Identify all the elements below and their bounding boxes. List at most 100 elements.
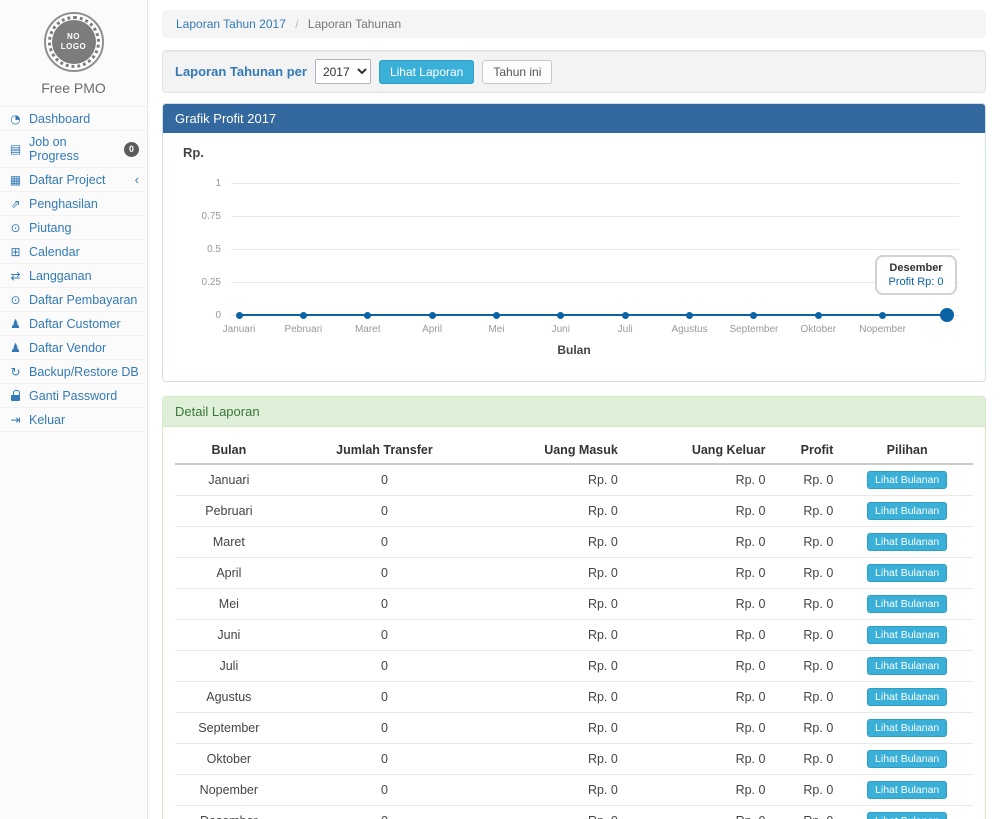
profit-chart-panel-body: Rp. Desember Profit Rp: 0 Bulan 00.250.5… xyxy=(163,133,985,381)
sidebar-item-piutang[interactable]: ⊙Piutang xyxy=(0,216,147,240)
sidebar-item-daftar-customer[interactable]: ♟Daftar Customer xyxy=(0,312,147,336)
chart-point-juli[interactable] xyxy=(622,312,629,319)
logo-text-line1: NO xyxy=(67,32,80,42)
logo-text-line2: LOGO xyxy=(61,42,87,52)
breadcrumb-current: Laporan Tahunan xyxy=(308,17,401,31)
chart-point-september[interactable] xyxy=(750,312,757,319)
cell-pilihan: Lihat Bulanan xyxy=(841,527,973,558)
sidebar-item-label: Job on Progress xyxy=(29,135,118,163)
chevron-left-icon: ‹ xyxy=(135,172,139,187)
sidebar-item-label: Penghasilan xyxy=(29,197,98,211)
year-select[interactable]: 2017 xyxy=(315,59,371,84)
breadcrumb-link-laporan-tahun[interactable]: Laporan Tahun 2017 xyxy=(176,17,286,31)
cell-uang_keluar: Rp. 0 xyxy=(626,589,774,620)
chart-x-tick: Januari xyxy=(203,324,275,335)
sidebar: NO LOGO Free PMO ◔Dashboard▤Job on Progr… xyxy=(0,0,148,819)
retweet-icon: ⇄ xyxy=(8,269,23,283)
lihat-laporan-button[interactable]: Lihat Laporan xyxy=(379,60,474,84)
lihat-bulanan-button[interactable]: Lihat Bulanan xyxy=(867,564,947,582)
sidebar-item-keluar[interactable]: ⇥Keluar xyxy=(0,408,147,432)
cell-uang_keluar: Rp. 0 xyxy=(626,620,774,651)
sidebar-item-ganti-password[interactable]: Ganti Password xyxy=(0,384,147,408)
lihat-bulanan-button[interactable]: Lihat Bulanan xyxy=(867,657,947,675)
cell-uang_keluar: Rp. 0 xyxy=(626,775,774,806)
app-logo: NO LOGO xyxy=(44,12,104,72)
cell-uang_masuk: Rp. 0 xyxy=(486,589,626,620)
tahun-ini-button[interactable]: Tahun ini xyxy=(482,60,552,84)
lihat-bulanan-button[interactable]: Lihat Bulanan xyxy=(867,750,947,768)
chart-tooltip-value: Profit Rp: 0 xyxy=(881,276,951,288)
sidebar-item-daftar-project[interactable]: ▦Daftar Project‹ xyxy=(0,168,147,192)
sign-out-icon: ⇥ xyxy=(8,413,23,427)
sidebar-item-label: Daftar Customer xyxy=(29,317,121,331)
chart-x-axis-label: Bulan xyxy=(175,343,973,357)
detail-laporan-title: Detail Laporan xyxy=(163,397,985,427)
col-header-jumlah-transfer: Jumlah Transfer xyxy=(283,437,486,464)
cell-profit: Rp. 0 xyxy=(773,682,841,713)
cell-bulan: Juli xyxy=(175,651,283,682)
no-logo-seal: NO LOGO xyxy=(52,20,96,64)
sidebar-item-job-on-progress[interactable]: ▤Job on Progress0 xyxy=(0,131,147,168)
cell-uang_masuk: Rp. 0 xyxy=(486,713,626,744)
cell-uang_keluar: Rp. 0 xyxy=(626,527,774,558)
cell-profit: Rp. 0 xyxy=(773,806,841,819)
cell-jumlah_transfer: 0 xyxy=(283,496,486,527)
lihat-bulanan-button[interactable]: Lihat Bulanan xyxy=(867,812,947,819)
chart-point-maret[interactable] xyxy=(364,312,371,319)
chart-point-juni[interactable] xyxy=(557,312,564,319)
sidebar-item-label: Daftar Project xyxy=(29,173,105,187)
cell-profit: Rp. 0 xyxy=(773,464,841,496)
cell-bulan: Oktober xyxy=(175,744,283,775)
sidebar-item-dashboard[interactable]: ◔Dashboard xyxy=(0,107,147,131)
chart-x-tick: Juni xyxy=(525,324,597,335)
cell-bulan: Agustus xyxy=(175,682,283,713)
sidebar-item-langganan[interactable]: ⇄Langganan xyxy=(0,264,147,288)
lihat-bulanan-button[interactable]: Lihat Bulanan xyxy=(867,688,947,706)
lihat-bulanan-button[interactable]: Lihat Bulanan xyxy=(867,781,947,799)
sidebar-item-penghasilan[interactable]: ⇗Penghasilan xyxy=(0,192,147,216)
table-row: Mei0Rp. 0Rp. 0Rp. 0Lihat Bulanan xyxy=(175,589,973,620)
chart-x-tick: Maret xyxy=(332,324,404,335)
lihat-bulanan-button[interactable]: Lihat Bulanan xyxy=(867,595,947,613)
chart-point-januari[interactable] xyxy=(236,312,243,319)
table-header-row: Bulan Jumlah Transfer Uang Masuk Uang Ke… xyxy=(175,437,973,464)
chart-point-pebruari[interactable] xyxy=(300,312,307,319)
chart-x-tick: April xyxy=(396,324,468,335)
cell-uang_keluar: Rp. 0 xyxy=(626,558,774,589)
col-header-bulan: Bulan xyxy=(175,437,283,464)
chart-point-agustus[interactable] xyxy=(686,312,693,319)
cell-uang_masuk: Rp. 0 xyxy=(486,558,626,589)
sidebar-item-label: Daftar Pembayaran xyxy=(29,293,137,307)
cell-uang_masuk: Rp. 0 xyxy=(486,806,626,819)
lihat-bulanan-button[interactable]: Lihat Bulanan xyxy=(867,471,947,489)
cell-uang_keluar: Rp. 0 xyxy=(626,464,774,496)
table-row: Juli0Rp. 0Rp. 0Rp. 0Lihat Bulanan xyxy=(175,651,973,682)
sidebar-item-label: Ganti Password xyxy=(29,389,117,403)
chart-point-nopember[interactable] xyxy=(879,312,886,319)
table-row: Desember0Rp. 0Rp. 0Rp. 0Lihat Bulanan xyxy=(175,806,973,819)
lihat-bulanan-button[interactable]: Lihat Bulanan xyxy=(867,626,947,644)
chart-point-april[interactable] xyxy=(429,312,436,319)
cell-profit: Rp. 0 xyxy=(773,713,841,744)
lihat-bulanan-button[interactable]: Lihat Bulanan xyxy=(867,502,947,520)
report-table: Bulan Jumlah Transfer Uang Masuk Uang Ke… xyxy=(175,437,973,819)
chart-x-tick: Nopember xyxy=(847,324,919,335)
lihat-bulanan-button[interactable]: Lihat Bulanan xyxy=(867,719,947,737)
table-row: September0Rp. 0Rp. 0Rp. 0Lihat Bulanan xyxy=(175,713,973,744)
sidebar-item-daftar-vendor[interactable]: ♟Daftar Vendor xyxy=(0,336,147,360)
lihat-bulanan-button[interactable]: Lihat Bulanan xyxy=(867,533,947,551)
chart-point-desember[interactable] xyxy=(940,308,954,322)
sidebar-item-backup-restore-db[interactable]: ↻Backup/Restore DB xyxy=(0,360,147,384)
table-row: Juni0Rp. 0Rp. 0Rp. 0Lihat Bulanan xyxy=(175,620,973,651)
sidebar-item-calendar[interactable]: ⊞Calendar xyxy=(0,240,147,264)
chart-point-oktober[interactable] xyxy=(815,312,822,319)
detail-laporan-panel: Detail Laporan Bulan Jumlah Transfer Uan… xyxy=(162,396,986,819)
chart-y-axis-label: Rp. xyxy=(183,145,204,160)
cell-uang_keluar: Rp. 0 xyxy=(626,806,774,819)
cell-uang_keluar: Rp. 0 xyxy=(626,651,774,682)
cell-profit: Rp. 0 xyxy=(773,527,841,558)
chart-point-mei[interactable] xyxy=(493,312,500,319)
cell-jumlah_transfer: 0 xyxy=(283,464,486,496)
cell-uang_masuk: Rp. 0 xyxy=(486,744,626,775)
sidebar-item-daftar-pembayaran[interactable]: ⊙Daftar Pembayaran xyxy=(0,288,147,312)
